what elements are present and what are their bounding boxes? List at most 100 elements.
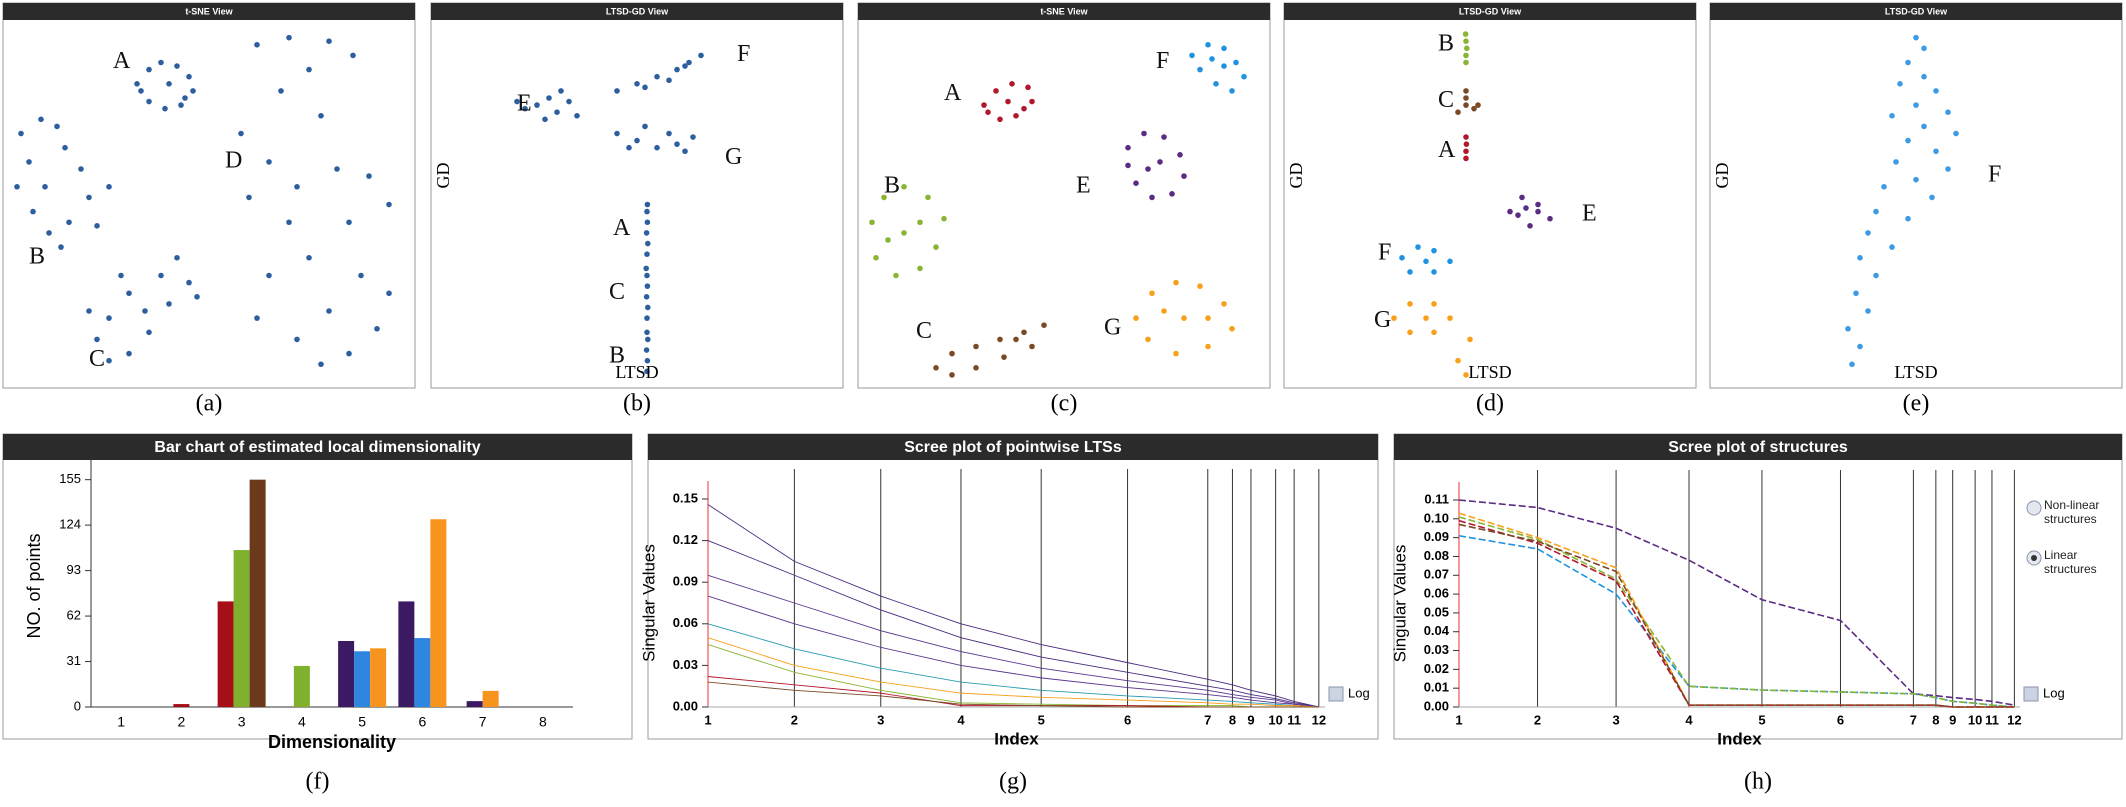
panel-title: LTSD-GD View [606,6,669,16]
bar [482,690,499,707]
caption: (h) [1744,769,1772,795]
legend-option-box: Linear structures [2044,548,2097,576]
y-tick-label: 0.15 [673,490,698,505]
point [917,219,923,226]
point [1161,308,1167,314]
point [1181,173,1187,179]
x-tick-label: 6 [1837,712,1844,727]
point [1013,336,1019,343]
point [1873,272,1879,279]
point [166,81,172,87]
point [644,357,651,364]
point [644,283,651,289]
point [1145,166,1151,172]
point [686,59,692,66]
y-tick-label: 0.06 [1424,586,1449,601]
x-tick-label: 7 [1910,712,1917,727]
x-tick-label: 1 [1455,712,1462,727]
legend-option[interactable]: Linear structures [2044,548,2097,576]
panel-border [430,2,844,389]
cluster-label: D [225,147,242,173]
legend-option[interactable]: Non-linear structures [2044,498,2100,526]
y-tick-label: 0.08 [1424,548,1449,563]
point [1471,105,1477,112]
point [981,102,987,108]
panel-header [3,3,415,20]
point [1029,98,1035,105]
point [66,219,72,226]
panel-border [2,433,633,740]
point [286,34,292,41]
point [644,208,650,215]
point [644,368,650,375]
y-axis-label: GD [1286,163,1306,189]
point [1221,301,1227,307]
point [334,166,340,172]
legend-option-box: Non-linear structures [2044,498,2100,526]
x-tick-label: 6 [1124,712,1131,727]
point [1853,290,1859,297]
point [166,301,172,307]
x-axis-label: LTSD [615,362,658,382]
point [286,219,292,226]
caption: (g) [999,769,1027,795]
point [643,265,649,272]
point [254,315,260,321]
cluster-label: A [113,48,131,74]
point [1527,223,1533,229]
log-checkbox[interactable] [2023,686,2039,702]
point [1945,166,1951,172]
log-label: Log [2043,685,2065,700]
cluster-label: F [1988,162,2001,188]
x-tick-label: 6 [418,714,426,730]
point [614,130,620,137]
point [142,308,148,314]
caption: (c) [1051,391,1078,417]
point [1535,201,1541,208]
point [78,166,84,172]
cluster-label: C [609,279,625,305]
point [1041,322,1047,329]
point [106,357,112,364]
point [574,112,580,119]
point [1229,325,1235,332]
panel-border [1709,2,2123,389]
cluster-label: C [89,346,105,372]
x-axis-label: Index [1717,729,1762,748]
panel-title: Bar chart of estimated local dimensional… [154,439,480,456]
x-tick-label: 5 [1758,712,1765,727]
y-tick-label: 0.03 [673,657,698,672]
point [1125,144,1131,151]
x-tick-label: 9 [1949,712,1956,727]
radio-button[interactable] [2026,500,2042,516]
caption: (a) [196,391,223,417]
point [1535,208,1541,215]
x-tick-label: 5 [1038,712,1045,727]
point [1463,141,1470,147]
point [1013,112,1019,119]
bar [217,601,234,707]
y-tick-label: 0.12 [673,532,698,547]
point [645,240,651,247]
cluster-label: C [916,318,932,344]
point [1161,134,1167,140]
point [1009,81,1015,87]
point [885,237,891,243]
point [985,109,991,115]
point [1407,329,1413,336]
point [126,350,132,357]
point [654,144,660,151]
x-tick-label: 12 [2007,712,2021,727]
point [925,194,931,201]
point [674,66,680,73]
y-tick-label: 0.10 [1424,510,1449,525]
bar [466,701,483,707]
x-tick-label: 10 [1268,712,1282,727]
point [1125,162,1131,169]
point [522,105,528,112]
point [1933,88,1939,94]
log-checkbox[interactable] [1328,686,1344,702]
point [941,215,947,222]
y-tick-label: 155 [59,471,81,486]
point [186,73,192,80]
